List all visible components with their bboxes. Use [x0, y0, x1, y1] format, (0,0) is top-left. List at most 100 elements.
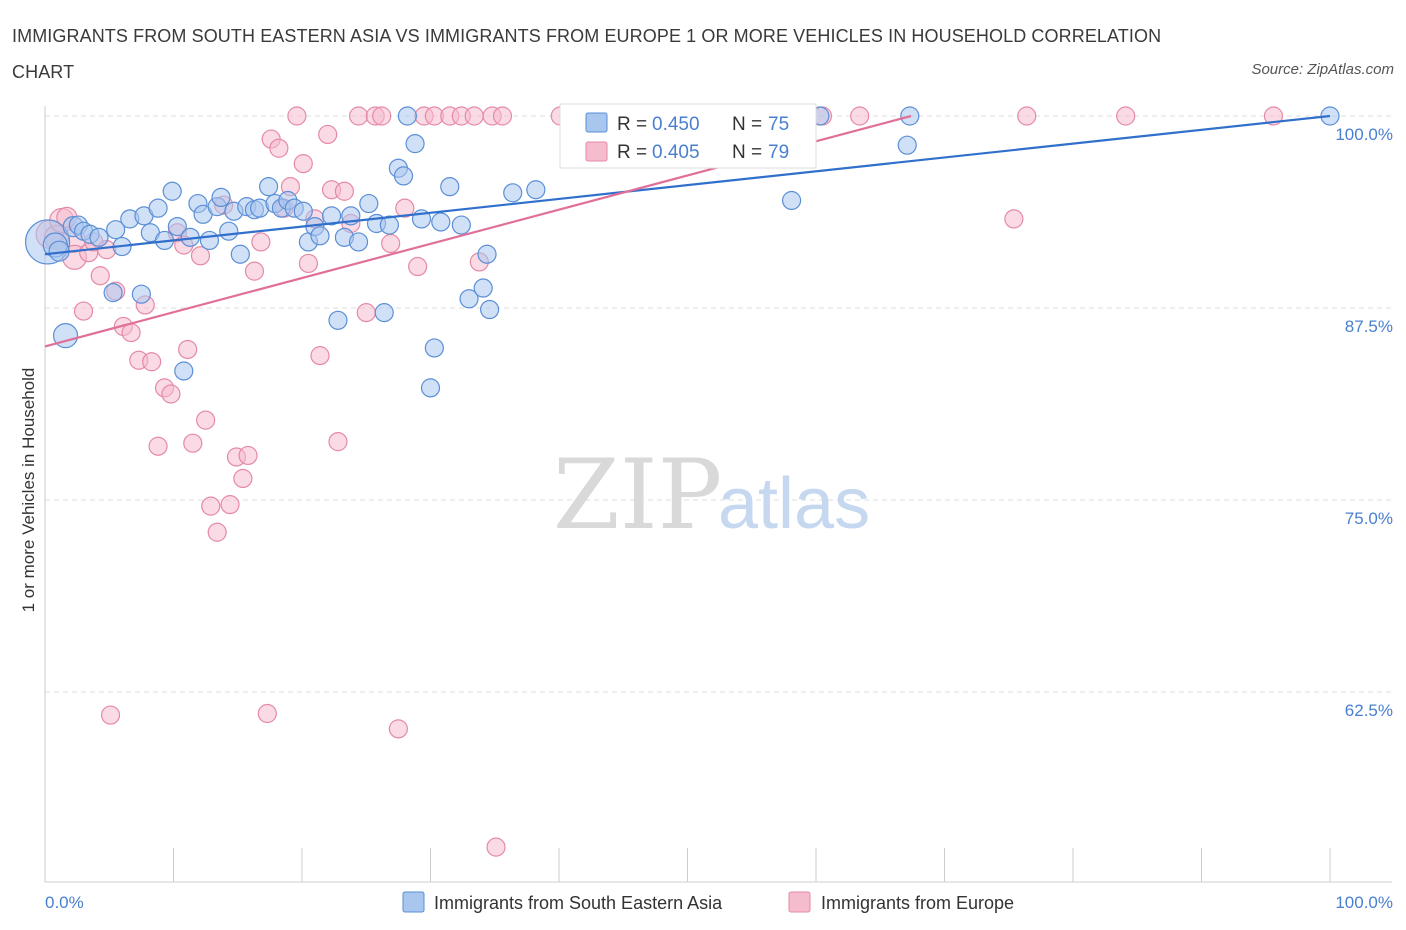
point-europe: [196, 410, 216, 430]
point-europe: [269, 138, 289, 158]
point-south-eastern-asia: [393, 166, 414, 186]
point-south-eastern-asia: [379, 215, 399, 235]
point-europe: [334, 181, 355, 201]
point-south-eastern-asia: [451, 215, 471, 235]
point-south-eastern-asia: [459, 289, 479, 309]
point-south-eastern-asia: [431, 212, 451, 232]
point-europe: [492, 106, 513, 126]
point-south-eastern-asia: [211, 187, 231, 208]
watermark-atlas: atlas: [718, 464, 870, 544]
point-europe: [356, 303, 376, 323]
legend-label-south-eastern-asia: Immigrants from South Eastern Asia: [434, 893, 723, 913]
legend: Immigrants from South Eastern Asia Immig…: [402, 891, 1014, 913]
x-tick-label: 0.0%: [45, 893, 84, 912]
stats-swatch-pink: [585, 141, 608, 162]
point-south-eastern-asia: [258, 177, 279, 197]
point-europe: [318, 124, 338, 145]
point-europe: [310, 346, 330, 366]
stats-n-value-1: 75: [768, 114, 789, 135]
point-europe: [1004, 209, 1024, 229]
point-south-eastern-asia: [106, 220, 126, 240]
point-europe: [287, 106, 307, 126]
point-south-eastern-asia: [348, 232, 369, 252]
watermark-zip: ZIP: [553, 439, 722, 551]
watermark: ZIP atlas: [553, 439, 870, 551]
point-europe: [348, 106, 369, 126]
point-south-eastern-asia: [477, 244, 497, 264]
point-south-eastern-asia: [781, 190, 802, 211]
point-south-eastern-asia: [897, 135, 917, 155]
point-europe: [257, 703, 277, 724]
stats-n-label-2: N =: [732, 142, 762, 163]
source-credit: Source: ZipAtlas.com: [1251, 61, 1394, 78]
point-south-eastern-asia: [199, 230, 220, 251]
stats-n-value-2: 79: [768, 142, 789, 163]
point-south-eastern-asia: [103, 283, 123, 303]
point-south-eastern-asia: [131, 284, 151, 304]
point-south-eastern-asia: [167, 216, 187, 237]
y-tick-labels: 62.5% 75.0% 87.5% 100.0%: [1335, 125, 1393, 720]
point-south-eastern-asia: [473, 278, 493, 298]
point-south-eastern-asia: [328, 310, 348, 330]
point-south-eastern-asia: [405, 134, 425, 154]
point-europe: [220, 495, 240, 515]
point-south-eastern-asia: [310, 226, 330, 246]
point-europe: [183, 433, 203, 453]
point-europe: [381, 233, 401, 254]
stats-n-label-1: N =: [732, 114, 762, 135]
stats-r-label-2: R =: [617, 142, 647, 163]
point-europe: [1017, 106, 1037, 126]
point-south-eastern-asia: [424, 338, 444, 358]
point-europe: [372, 106, 392, 126]
point-europe: [90, 266, 110, 286]
stats-r-value-2: 0.405: [652, 142, 700, 163]
point-europe: [161, 384, 181, 404]
point-europe: [850, 106, 870, 126]
point-europe: [408, 256, 428, 277]
point-south-eastern-asia: [321, 206, 342, 226]
point-europe: [233, 468, 253, 489]
point-europe: [244, 261, 265, 281]
point-south-eastern-asia: [148, 198, 168, 218]
point-south-eastern-asia: [293, 201, 313, 221]
y-tick-label: 62.5%: [1345, 701, 1393, 720]
y-tick-label: 87.5%: [1345, 317, 1393, 336]
y-tick-label: 75.0%: [1345, 509, 1393, 528]
stats-swatch-blue: [585, 112, 608, 133]
point-europe: [207, 522, 227, 542]
y-tick-label: 100.0%: [1335, 125, 1393, 144]
stats-r-label-1: R =: [617, 114, 647, 135]
point-south-eastern-asia: [526, 180, 546, 200]
point-south-eastern-asia: [230, 244, 250, 264]
legend-label-europe: Immigrants from Europe: [821, 893, 1014, 913]
legend-swatch-blue: [402, 891, 425, 913]
point-europe: [178, 339, 198, 360]
point-europe: [251, 232, 271, 252]
point-south-eastern-asia: [440, 177, 460, 197]
point-europe: [238, 445, 258, 466]
point-europe: [190, 246, 211, 266]
point-south-eastern-asia: [219, 221, 239, 241]
point-europe: [328, 432, 348, 452]
point-europe: [100, 705, 121, 725]
point-europe: [148, 436, 168, 456]
point-south-eastern-asia: [359, 193, 379, 214]
point-europe: [464, 106, 484, 126]
point-south-eastern-asia: [503, 183, 523, 203]
x-tick-labels: 0.0% 100.0%: [45, 893, 1393, 912]
point-south-eastern-asia: [480, 299, 500, 320]
point-south-eastern-asia: [374, 303, 394, 323]
x-tick-label: 100.0%: [1335, 893, 1393, 912]
point-europe: [142, 352, 162, 372]
point-south-eastern-asia: [162, 181, 182, 201]
stats-box: R = 0.450 N = 75 R = 0.405 N = 79: [559, 103, 817, 169]
trend-line-south-eastern-asia: [44, 114, 1331, 256]
stats-r-value-1: 0.450: [652, 114, 700, 135]
point-europe: [201, 496, 221, 516]
point-europe: [388, 719, 408, 739]
point-south-eastern-asia: [397, 106, 417, 126]
point-europe: [1116, 106, 1136, 126]
point-europe: [293, 154, 313, 174]
y-axis-label: 1 or more Vehicles in Household: [19, 368, 38, 613]
